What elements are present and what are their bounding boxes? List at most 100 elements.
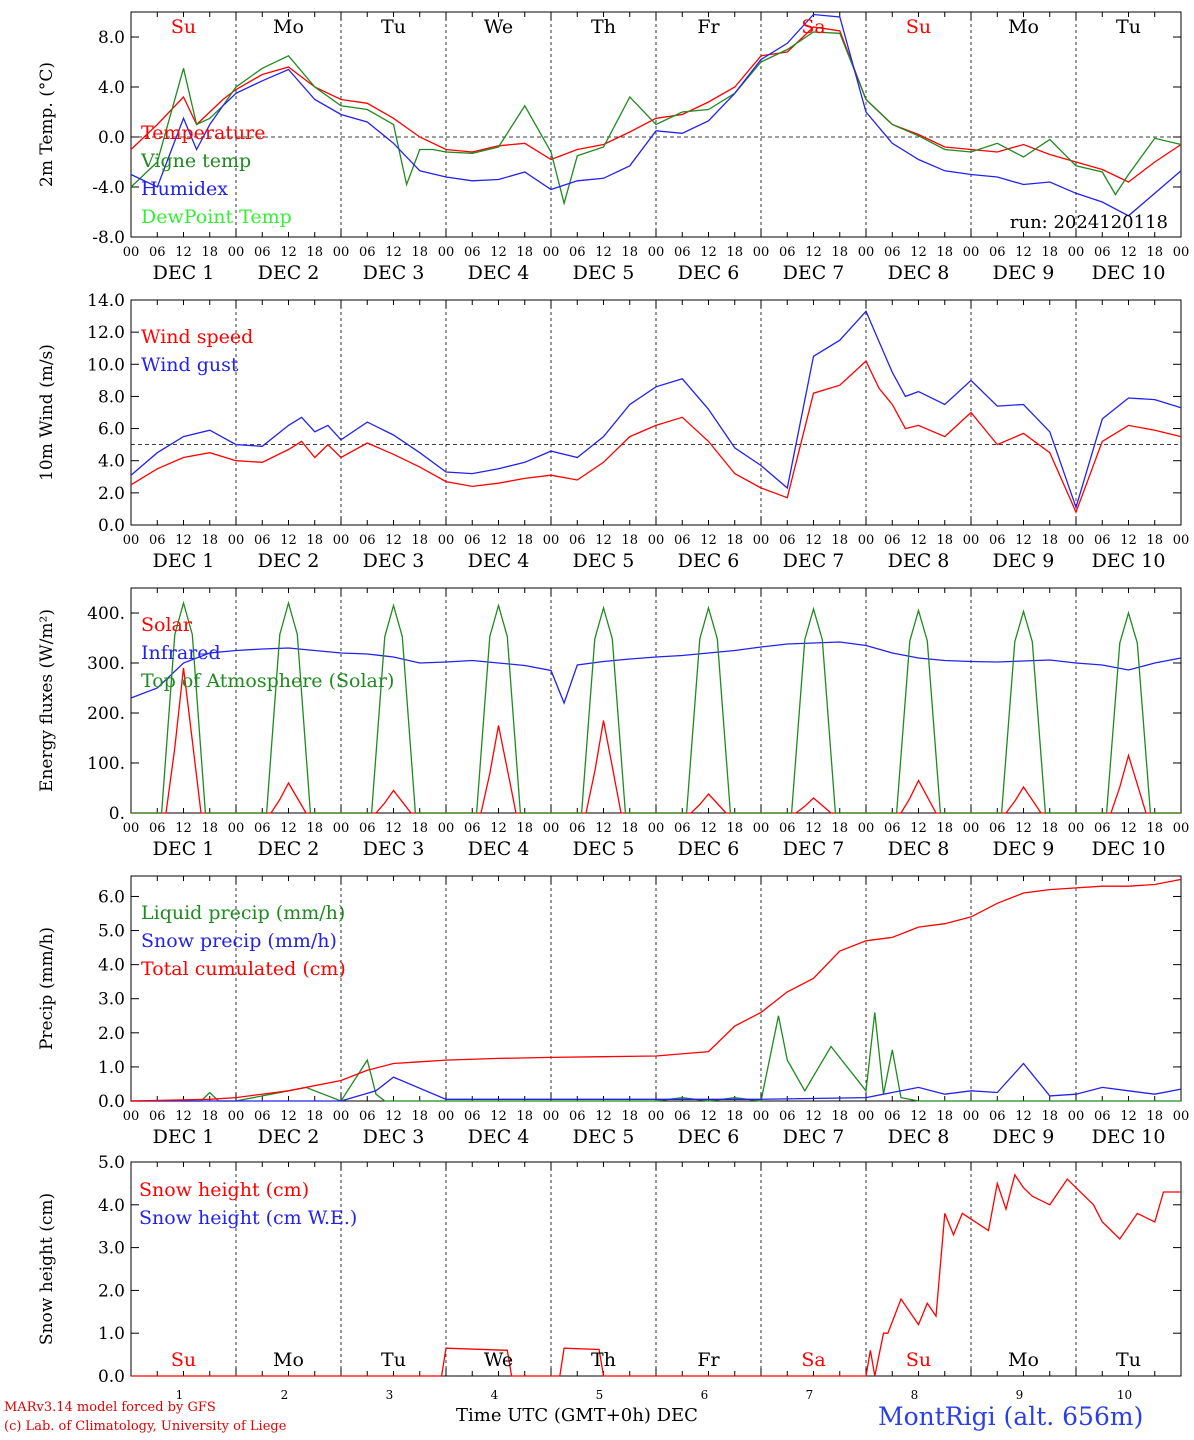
date-label: DEC 7 (783, 1126, 845, 1148)
hour-tick-label: 12 (385, 1109, 402, 1124)
y-tick-label: -4.0 (92, 178, 125, 198)
panel-4 (130, 875, 1182, 1102)
x-axis-title: Time UTC (GMT+0h) DEC (456, 1405, 698, 1426)
hour-tick-label: 00 (858, 821, 875, 836)
y-tick-label: 1.0 (98, 1058, 125, 1078)
hour-tick-label: 00 (648, 533, 665, 548)
hour-tick-label: 12 (805, 821, 822, 836)
y-tick-label: 3.0 (98, 990, 125, 1010)
hour-tick-label: 00 (543, 245, 560, 260)
hour-tick-label: 00 (1068, 533, 1085, 548)
hour-tick-label: 00 (438, 245, 455, 260)
hour-tick-label: 12 (385, 533, 402, 548)
hour-tick-label: 18 (726, 533, 743, 548)
hour-tick-label: 12 (910, 245, 927, 260)
hour-tick-label: 12 (910, 533, 927, 548)
hour-tick-label: 06 (254, 1109, 271, 1124)
weekday-label: Mo (1008, 16, 1039, 38)
hour-tick-label: 18 (726, 1109, 743, 1124)
legend-entry: Vigne temp (140, 150, 251, 172)
weekday-label: Tu (1116, 16, 1141, 38)
hour-tick-label: 12 (1015, 533, 1032, 548)
y-tick-label: 0.0 (98, 516, 125, 536)
date-label: DEC 3 (363, 838, 425, 860)
day-number: 2 (281, 1388, 289, 1402)
hour-tick-label: 06 (989, 533, 1006, 548)
hour-tick-label: 12 (1015, 1109, 1032, 1124)
y-tick-label: 5.0 (98, 922, 125, 942)
plot-frame (130, 587, 1182, 814)
day-number: 1 (176, 1388, 184, 1402)
hour-tick-label: 12 (175, 245, 192, 260)
date-label: DEC 8 (888, 1126, 950, 1148)
date-label: DEC 4 (468, 1126, 530, 1148)
hour-tick-label: 00 (648, 821, 665, 836)
series-line-total-cumulated-cm- (130, 878, 1182, 1102)
y-axis-title: Energy fluxes (W/m²) (37, 609, 57, 792)
hour-tick-label: 12 (490, 1109, 507, 1124)
hour-tick-label: 00 (438, 533, 455, 548)
hour-tick-label: 00 (228, 533, 245, 548)
y-tick-label: 6.0 (98, 887, 125, 907)
lab-credit: (c) Lab. of Climatology, University of L… (4, 1419, 287, 1434)
hour-tick-label: 06 (884, 1109, 901, 1124)
hour-tick-label: 00 (753, 821, 770, 836)
date-label: DEC 9 (993, 262, 1055, 284)
hour-tick-label: 06 (464, 245, 481, 260)
weekday-label: Mo (273, 16, 304, 38)
hour-tick-label: 06 (779, 245, 796, 260)
date-label: DEC 8 (888, 550, 950, 572)
hour-tick-label: 00 (963, 533, 980, 548)
panel-2 (130, 299, 1182, 526)
y-tick-label: 300. (87, 654, 125, 674)
hour-tick-label: 06 (884, 533, 901, 548)
hour-tick-label: 00 (123, 1109, 140, 1124)
hour-tick-label: 00 (543, 1109, 560, 1124)
date-label: DEC 1 (153, 550, 215, 572)
hour-tick-label: 18 (726, 821, 743, 836)
hour-tick-label: 00 (858, 1109, 875, 1124)
weekday-label: Su (171, 1349, 196, 1371)
date-label: DEC 2 (258, 1126, 320, 1148)
y-axis-title: 10m Wind (m/s) (37, 344, 57, 481)
weekday-label: Su (906, 16, 931, 38)
hour-tick-label: 12 (595, 245, 612, 260)
hour-tick-label: 12 (490, 821, 507, 836)
hour-tick-label: 06 (1094, 1109, 1111, 1124)
y-tick-label: 100. (87, 754, 125, 774)
hour-tick-label: 00 (543, 821, 560, 836)
hour-tick-label: 18 (411, 821, 428, 836)
panel-3 (130, 587, 1182, 814)
date-label: DEC 6 (678, 550, 740, 572)
y-tick-label: 2.0 (98, 1024, 125, 1044)
date-label: DEC 5 (573, 838, 635, 860)
weekday-label: Sa (801, 1349, 825, 1371)
series-line-snow-height-cm- (131, 1173, 1181, 1377)
hour-tick-label: 00 (858, 245, 875, 260)
day-number: 3 (386, 1388, 394, 1402)
y-axis-title: Snow height (cm) (37, 1193, 57, 1345)
legend-entry: Wind speed (141, 326, 253, 348)
legend-entry: Total cumulated (cm) (141, 958, 346, 980)
y-tick-label: 2.0 (98, 484, 125, 504)
date-label: DEC 3 (363, 550, 425, 572)
hour-tick-label: 00 (123, 533, 140, 548)
legend-entry: Snow precip (mm/h) (141, 930, 337, 952)
legend-entry: Solar (141, 614, 193, 636)
hour-tick-label: 06 (1094, 821, 1111, 836)
series-line-wind-gust (130, 310, 1182, 510)
legend-entry: Temperature (141, 122, 265, 144)
hour-tick-label: 06 (779, 1109, 796, 1124)
hour-tick-label: 00 (648, 1109, 665, 1124)
hour-tick-label: 00 (648, 245, 665, 260)
y-tick-label: 4.0 (98, 452, 125, 472)
hour-tick-label: 06 (989, 821, 1006, 836)
weekday-label: We (484, 1349, 513, 1371)
legend-entry: Snow height (cm) (139, 1179, 309, 1201)
panel-5 (130, 1161, 1182, 1377)
y-tick-label: 400. (87, 604, 125, 624)
hour-tick-label: 00 (963, 245, 980, 260)
hour-tick-label: 00 (963, 1109, 980, 1124)
hour-tick-label: 00 (123, 245, 140, 260)
